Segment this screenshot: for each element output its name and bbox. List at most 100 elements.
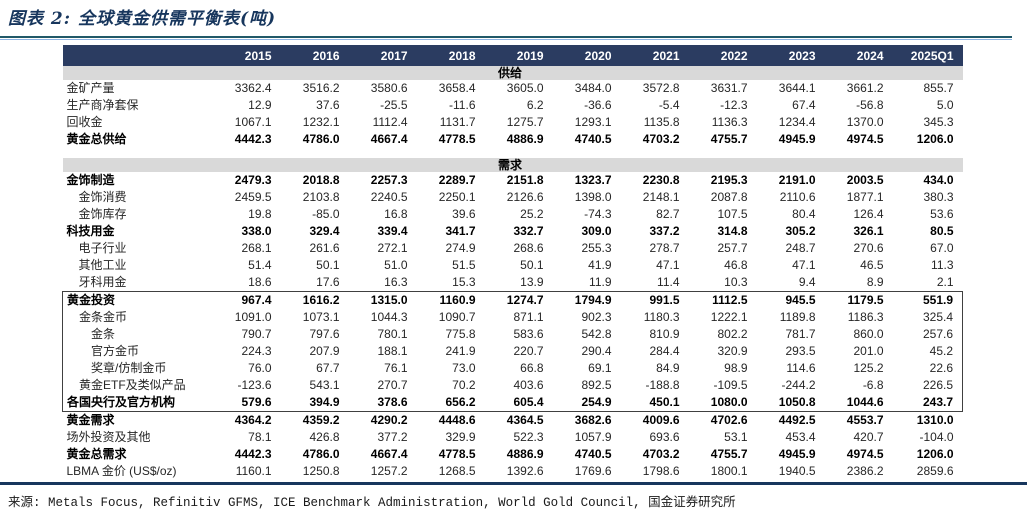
value-cell: 9.4	[798, 275, 816, 289]
value-cell: 2151.8	[506, 173, 544, 187]
value-cell: 2087.8	[710, 190, 748, 204]
value-cell: 790.7	[241, 327, 272, 341]
value-cell: 1080.0	[688, 394, 757, 412]
value-cell: 1044.3	[370, 310, 408, 324]
value-cell: 1769.6	[574, 464, 612, 478]
value-cell: 1090.7	[438, 310, 476, 324]
value-cell: 543.1	[309, 378, 340, 392]
value-cell: 2230.8	[642, 173, 680, 187]
value-cell: 394.9	[280, 394, 349, 412]
title-divider	[0, 36, 1012, 40]
bottom-divider	[0, 482, 1027, 485]
value-cell: 2195.3	[710, 173, 748, 187]
value-cell: 4886.9	[506, 447, 544, 461]
table-row: 黄金总需求 4442.3 4786.0 4667.4 4778.5 4886.9 4740.…	[63, 446, 963, 463]
value-cell: 855.7	[923, 81, 954, 95]
value-cell: 579.6	[212, 394, 281, 412]
value-cell: 4703.2	[642, 447, 680, 461]
year-header-row: 2015 2016 2017 2018 2019 2020 2021 2022 2023 2024…	[62, 45, 963, 66]
value-cell: 50.1	[316, 258, 340, 272]
value-cell: 1067.1	[234, 115, 272, 129]
year-header-cell: 2015	[212, 45, 281, 66]
row-label: 黄金总需求	[66, 447, 127, 461]
value-cell: 380.3	[923, 190, 954, 204]
value-cell: 188.1	[377, 344, 408, 358]
value-cell: 255.3	[581, 241, 612, 255]
value-cell: 1877.1	[846, 190, 884, 204]
row-label: 生产商净套保	[66, 98, 139, 112]
value-cell: 17.6	[316, 275, 340, 289]
value-cell: 66.8	[520, 361, 544, 375]
value-cell: -36.6	[584, 98, 612, 112]
value-cell: 1940.5	[778, 464, 816, 478]
value-cell: 69.1	[588, 361, 612, 375]
value-cell: 261.6	[309, 241, 340, 255]
value-cell: 450.1	[620, 394, 689, 412]
value-cell: 10.3	[724, 275, 748, 289]
table-row: 金饰消费 2459.5 2103.8 2240.5 2250.1 2126.6 1398.0…	[63, 189, 963, 206]
value-cell: 53.1	[724, 430, 748, 444]
table-row: 金饰制造 2479.3 2018.8 2257.3 2289.7 2151.8 1323.7…	[63, 172, 963, 189]
table-row: 场外投资及其他 78.1 426.8 377.2 329.9 522.3 1057.9 693…	[63, 429, 963, 446]
value-cell: -244.2	[781, 378, 816, 392]
value-cell: 4778.5	[438, 447, 476, 461]
value-cell: 1392.6	[506, 464, 544, 478]
header-corner-cell	[62, 45, 213, 66]
value-cell: 4492.5	[778, 413, 816, 427]
value-cell: 73.0	[452, 361, 476, 375]
value-cell: 76.0	[248, 361, 272, 375]
value-cell: 1136.3	[711, 115, 748, 129]
value-cell: 1189.8	[779, 310, 816, 324]
value-cell: 4778.5	[438, 132, 476, 146]
value-cell: 3682.6	[574, 413, 612, 427]
value-cell: 341.7	[445, 224, 476, 238]
value-cell: 434.0	[923, 173, 954, 187]
row-label: 黄金ETF及类似产品	[62, 377, 213, 394]
value-cell: 378.6	[348, 394, 417, 412]
value-cell: 18.6	[248, 275, 272, 289]
value-cell: 2386.2	[846, 464, 884, 478]
value-cell: 4009.6	[642, 413, 680, 427]
value-cell: 1186.3	[847, 310, 884, 324]
value-cell: 4740.5	[574, 132, 612, 146]
value-cell: 1800.1	[710, 464, 748, 478]
value-cell: 3661.2	[846, 81, 884, 95]
value-cell: 51.4	[248, 258, 272, 272]
table-row: 科技用金 338.0 329.4 339.4 341.7 332.7 309.0 337.2 3…	[63, 223, 963, 240]
value-cell: 4786.0	[302, 447, 340, 461]
value-cell: 82.7	[656, 207, 680, 221]
value-cell: 871.1	[513, 310, 544, 324]
row-label: 金矿产量	[66, 81, 115, 95]
value-cell: 2148.1	[642, 190, 680, 204]
value-cell: -85.0	[312, 207, 340, 221]
value-cell: 1222.1	[710, 310, 748, 324]
value-cell: -56.8	[856, 98, 884, 112]
value-cell: -12.3	[720, 98, 748, 112]
value-cell: 4364.5	[506, 413, 544, 427]
value-cell: 1370.0	[846, 115, 884, 129]
value-cell: 3644.1	[778, 81, 816, 95]
value-cell: 1293.1	[574, 115, 612, 129]
value-cell: 4740.5	[574, 447, 612, 461]
value-cell: 241.9	[445, 344, 476, 358]
value-cell: 775.8	[445, 327, 476, 341]
table-row: 奖章/仿制金币 76.0 67.7 76.1 73.0 66.8 69.1 84.9 98.9 1…	[62, 360, 963, 377]
value-cell: 4667.4	[370, 447, 408, 461]
row-label: LBMA 金价 (US$/oz)	[66, 464, 177, 478]
gold-supply-demand-table: 2015 2016 2017 2018 2019 2020 2021 2022 2023 2024…	[62, 45, 963, 480]
title-divider-dark-line	[0, 36, 1012, 38]
value-cell: 426.8	[309, 430, 340, 444]
value-cell: 3631.7	[710, 81, 748, 95]
value-cell: 1274.7	[484, 291, 553, 309]
value-cell: 1234.4	[778, 115, 816, 129]
value-cell: 2257.3	[370, 173, 408, 187]
value-cell: 656.2	[416, 394, 485, 412]
value-cell: -188.8	[645, 378, 680, 392]
value-cell: 12.9	[248, 98, 272, 112]
value-cell: 4702.6	[710, 413, 748, 427]
value-cell: 4755.7	[710, 132, 748, 146]
value-cell: 945.5	[756, 291, 825, 309]
value-cell: 377.2	[377, 430, 408, 444]
section-band-label: 供给	[62, 66, 963, 80]
value-cell: 332.7	[513, 224, 544, 238]
